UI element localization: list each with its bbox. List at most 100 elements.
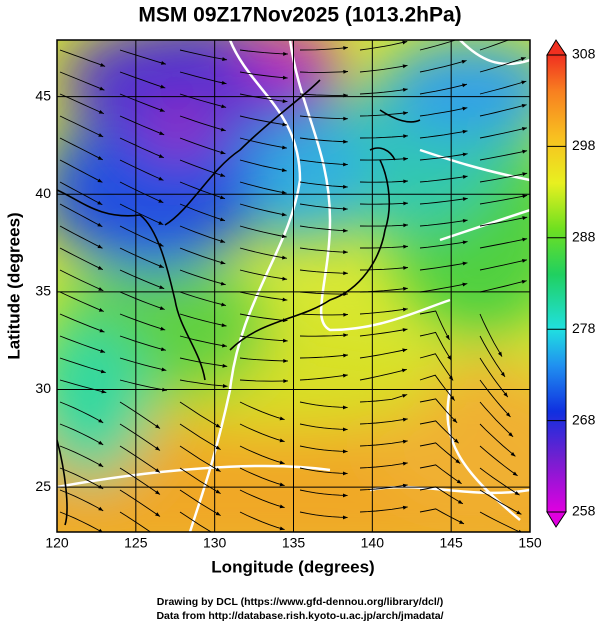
stream-arrow: [578, 530, 583, 534]
streamline: [239, 159, 287, 172]
stream-arrow: [97, 200, 103, 205]
streamline: [299, 225, 348, 232]
streamline: [419, 130, 468, 139]
stream-arrow: [403, 157, 408, 161]
stream-arrow: [220, 127, 226, 132]
stream-arrow: [402, 307, 408, 312]
stream-arrow: [343, 228, 348, 233]
stream-arrow: [220, 281, 226, 286]
stream-arrow: [281, 190, 287, 195]
stream-arrow: [155, 490, 161, 495]
stream-arrow: [343, 271, 348, 276]
stream-arrow: [98, 307, 104, 312]
streamline: [179, 335, 227, 347]
stream-arrow: [282, 145, 287, 150]
streamline: [359, 440, 408, 447]
streamline: [239, 357, 288, 362]
stream-arrow: [521, 127, 527, 131]
stream-arrow: [159, 285, 165, 289]
streamline: [359, 64, 408, 73]
streamline: [179, 269, 226, 286]
stream-arrow: [221, 323, 227, 328]
stream-arrow: [520, 33, 525, 37]
stream-arrow: [573, 472, 578, 476]
streamline: [299, 354, 348, 359]
streamline: [479, 238, 528, 249]
streamline: [419, 107, 468, 117]
streamline: [419, 197, 468, 205]
streamline: [359, 348, 408, 359]
stream-arrow: [283, 359, 288, 363]
streamline: [479, 150, 528, 161]
stream-arrow: [222, 384, 228, 388]
streamline: [239, 379, 289, 382]
stream-arrow: [221, 80, 227, 85]
streamline: [239, 115, 288, 126]
stream-arrow: [160, 326, 166, 331]
stream-arrow: [342, 373, 348, 378]
stream-arrow: [281, 234, 287, 239]
streamline: [59, 93, 104, 115]
x-tick-label: 150: [518, 535, 542, 551]
streamline: [479, 467, 520, 496]
streamline: [239, 467, 285, 487]
streamline: [59, 181, 103, 206]
streamline: [59, 115, 104, 138]
colorbar-tick-label: 288: [572, 229, 596, 245]
stream-arrow: [462, 240, 468, 245]
streamline: [239, 93, 288, 103]
streamline: [299, 423, 348, 430]
stream-arrow: [403, 179, 408, 184]
colorbar-bottom-arrow: [546, 511, 567, 528]
stream-arrow: [97, 178, 103, 183]
stream-arrow: [215, 423, 221, 428]
streamline: [239, 225, 287, 238]
stream-arrow: [155, 512, 161, 517]
stream-arrow: [403, 134, 408, 139]
stream-arrow: [97, 222, 103, 227]
stream-arrow: [500, 372, 506, 377]
streamline: [299, 137, 348, 143]
stream-arrow: [220, 195, 225, 200]
streamline: [119, 181, 164, 204]
stream-arrow: [522, 172, 528, 177]
streamline: [479, 313, 503, 357]
stream-arrow: [462, 83, 467, 88]
streamline: [119, 159, 164, 181]
stream-arrow: [215, 445, 221, 450]
title: MSM 09Z17Nov2025 (1013.2hPa): [138, 4, 461, 27]
streamline: [299, 93, 349, 96]
y-tick-label: 30: [35, 380, 51, 396]
x-tick-label: 140: [361, 535, 385, 551]
streamline: [59, 49, 106, 67]
stream-arrow: [158, 242, 164, 247]
streamline: [179, 225, 226, 243]
stream-arrow: [447, 355, 452, 361]
streamline: [299, 445, 348, 452]
streamline: [59, 379, 107, 394]
stream-arrow: [582, 215, 587, 219]
stream-arrow: [521, 80, 527, 85]
stream-arrow: [403, 244, 408, 249]
y-tick-label: 40: [35, 185, 51, 201]
streamline: [179, 291, 227, 306]
stream-arrow: [97, 265, 103, 270]
stream-arrow: [220, 260, 226, 265]
streamline: [59, 401, 104, 424]
streamline: [119, 357, 167, 371]
streamline: [59, 159, 103, 183]
streamline: [59, 203, 103, 228]
stream-arrow: [343, 206, 348, 211]
streamline: [479, 280, 527, 293]
streamline: [359, 506, 408, 513]
stream-arrow: [403, 201, 408, 206]
streamline: [59, 269, 104, 292]
streamline: [359, 88, 408, 95]
stream-arrow: [462, 152, 468, 157]
stream-arrow: [158, 199, 164, 203]
streamline: [179, 159, 226, 177]
stream-arrow: [462, 197, 468, 201]
streamline: [419, 241, 468, 249]
stream-arrow: [343, 46, 348, 51]
streamline: [239, 423, 285, 443]
